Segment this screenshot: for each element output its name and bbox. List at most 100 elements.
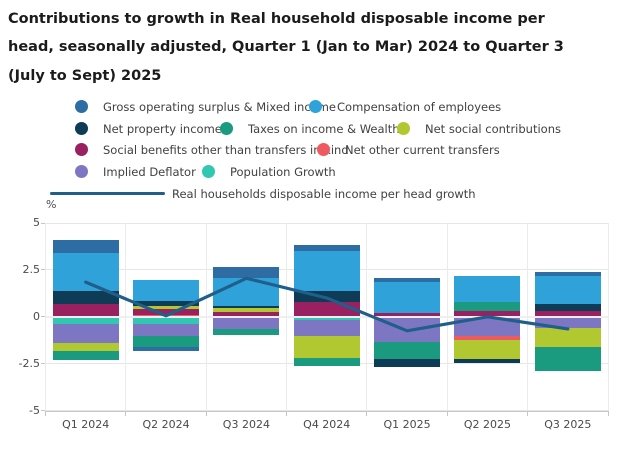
legend-label: Social benefits other than transfers in … bbox=[103, 142, 349, 157]
legend-circle-swatch bbox=[75, 143, 88, 156]
legend-label: Real households disposable income per he… bbox=[172, 186, 476, 201]
bar-segment-coe[interactable] bbox=[534, 275, 601, 304]
bar-segment-deflator[interactable] bbox=[213, 316, 280, 329]
bar-segment-taxes[interactable] bbox=[52, 350, 119, 360]
legend-item-nsc[interactable]: Net social contributions bbox=[397, 121, 561, 136]
legend-circle-swatch bbox=[220, 122, 233, 135]
legend-item-line[interactable]: Real households disposable income per he… bbox=[50, 186, 476, 201]
legend-circle-swatch bbox=[317, 143, 330, 156]
legend-item-noct[interactable]: Net other current transfers bbox=[317, 142, 500, 157]
x-axis-label: Q1 2024 bbox=[62, 417, 110, 431]
legend-label: Net other current transfers bbox=[345, 142, 500, 157]
bar-segment-deflator[interactable] bbox=[293, 319, 360, 337]
bar-segment-deflator[interactable] bbox=[52, 324, 119, 343]
legend-label: Implied Deflator bbox=[103, 164, 196, 179]
y-axis-tick bbox=[40, 222, 46, 224]
x-axis-tick bbox=[366, 410, 368, 416]
bar-segment-nsc[interactable] bbox=[213, 308, 280, 313]
bar-segment-sb[interactable] bbox=[293, 301, 360, 317]
gridline-x bbox=[607, 223, 609, 411]
bar-segment-coe[interactable] bbox=[374, 282, 441, 313]
x-axis-tick bbox=[205, 410, 207, 416]
bar-segment-nsc[interactable] bbox=[52, 343, 119, 351]
legend-label: Compensation of employees bbox=[337, 99, 502, 114]
bar-segment-taxes[interactable] bbox=[213, 328, 280, 335]
legend-label: Net social contributions bbox=[425, 121, 561, 136]
bar-segment-nsc[interactable] bbox=[454, 340, 521, 359]
bar-segment-npi[interactable] bbox=[52, 290, 119, 304]
bar-segment-coe[interactable] bbox=[52, 253, 119, 291]
x-axis-tick bbox=[527, 410, 529, 416]
legend-circle-swatch bbox=[75, 165, 88, 178]
bar-segment-gos[interactable] bbox=[374, 278, 441, 283]
legend-item-taxes[interactable]: Taxes on income & Wealth bbox=[220, 121, 400, 136]
zero-gridline bbox=[45, 315, 608, 318]
legend-item-sb[interactable]: Social benefits other than transfers in … bbox=[75, 142, 349, 157]
y-axis-tick bbox=[40, 410, 46, 411]
bar-segment-gos[interactable] bbox=[133, 346, 200, 351]
legend-item-coe[interactable]: Compensation of employees bbox=[309, 99, 501, 114]
bar-segment-pop[interactable] bbox=[52, 316, 119, 325]
legend-item-deflator[interactable]: Implied Deflator bbox=[75, 164, 196, 179]
bar-segment-nsc[interactable] bbox=[133, 305, 200, 310]
bar-segment-taxes[interactable] bbox=[293, 358, 360, 366]
bar-segment-npi[interactable] bbox=[213, 305, 280, 309]
bar-segment-npi[interactable] bbox=[374, 358, 441, 368]
bar-segment-taxes[interactable] bbox=[133, 335, 200, 347]
x-axis-line bbox=[45, 410, 608, 412]
bar-segment-deflator[interactable] bbox=[534, 316, 601, 328]
bar-segment-npi[interactable] bbox=[534, 303, 601, 312]
x-axis-label: Q2 2024 bbox=[142, 417, 190, 431]
legend-item-pop[interactable]: Population Growth bbox=[202, 164, 336, 179]
x-axis-label: Q1 2025 bbox=[383, 417, 431, 431]
bar-segment-npi[interactable] bbox=[133, 300, 200, 306]
bar-segment-coe[interactable] bbox=[454, 275, 521, 302]
legend: Gross operating surplus & Mixed income Co… bbox=[0, 0, 634, 210]
bar-segment-npi[interactable] bbox=[293, 290, 360, 302]
bar-segment-nsc[interactable] bbox=[534, 328, 601, 347]
legend-circle-swatch bbox=[202, 165, 215, 178]
bar-segment-sb[interactable] bbox=[133, 309, 200, 315]
bar-segment-nsc[interactable] bbox=[293, 336, 360, 358]
bar-segment-deflator[interactable] bbox=[374, 316, 441, 343]
legend-circle-swatch bbox=[75, 122, 88, 135]
bar-segment-coe[interactable] bbox=[133, 280, 200, 301]
chart-title: Contributions to growth in Real househol… bbox=[8, 11, 564, 84]
x-axis-tick bbox=[607, 410, 609, 416]
bar-segment-npi[interactable] bbox=[454, 358, 521, 363]
legend-item-npi[interactable]: Net property income bbox=[75, 121, 222, 136]
bar-segment-coe[interactable] bbox=[213, 278, 280, 306]
legend-circle-swatch bbox=[309, 100, 322, 113]
y-axis-tick-label: 0 bbox=[33, 309, 40, 323]
legend-circle-swatch bbox=[75, 100, 88, 113]
bar-segment-noct[interactable] bbox=[454, 336, 521, 341]
bar-segment-gos[interactable] bbox=[293, 244, 360, 252]
x-axis-tick bbox=[286, 410, 288, 416]
x-axis-tick bbox=[45, 410, 46, 416]
bar-segment-gos[interactable] bbox=[213, 267, 280, 279]
x-axis-label: Q3 2024 bbox=[222, 417, 270, 431]
legend-circle-swatch bbox=[397, 122, 410, 135]
x-axis-tick bbox=[446, 410, 448, 416]
bar-segment-taxes[interactable] bbox=[374, 342, 441, 359]
x-axis-label: Q3 2025 bbox=[544, 417, 592, 431]
legend-label: Net property income bbox=[103, 121, 222, 136]
legend-label: Population Growth bbox=[230, 164, 336, 179]
bar-segment-deflator[interactable] bbox=[454, 316, 521, 337]
bar-segment-pop[interactable] bbox=[133, 316, 200, 325]
legend-item-gos[interactable]: Gross operating surplus & Mixed income bbox=[75, 99, 336, 114]
bar-segment-taxes[interactable] bbox=[454, 301, 521, 312]
y-axis-tick-label: 5 bbox=[33, 216, 40, 229]
bar-segment-taxes[interactable] bbox=[534, 346, 601, 372]
y-axis-unit-label: % bbox=[46, 198, 57, 211]
y-axis-tick bbox=[40, 269, 46, 271]
bar-segment-deflator[interactable] bbox=[133, 324, 200, 336]
bar-segment-coe[interactable] bbox=[293, 251, 360, 291]
bar-segment-gos[interactable] bbox=[52, 239, 119, 253]
legend-line-swatch bbox=[50, 191, 165, 196]
bar-segment-gos[interactable] bbox=[534, 271, 601, 276]
y-axis-tick-label: 2.5 bbox=[22, 262, 41, 276]
